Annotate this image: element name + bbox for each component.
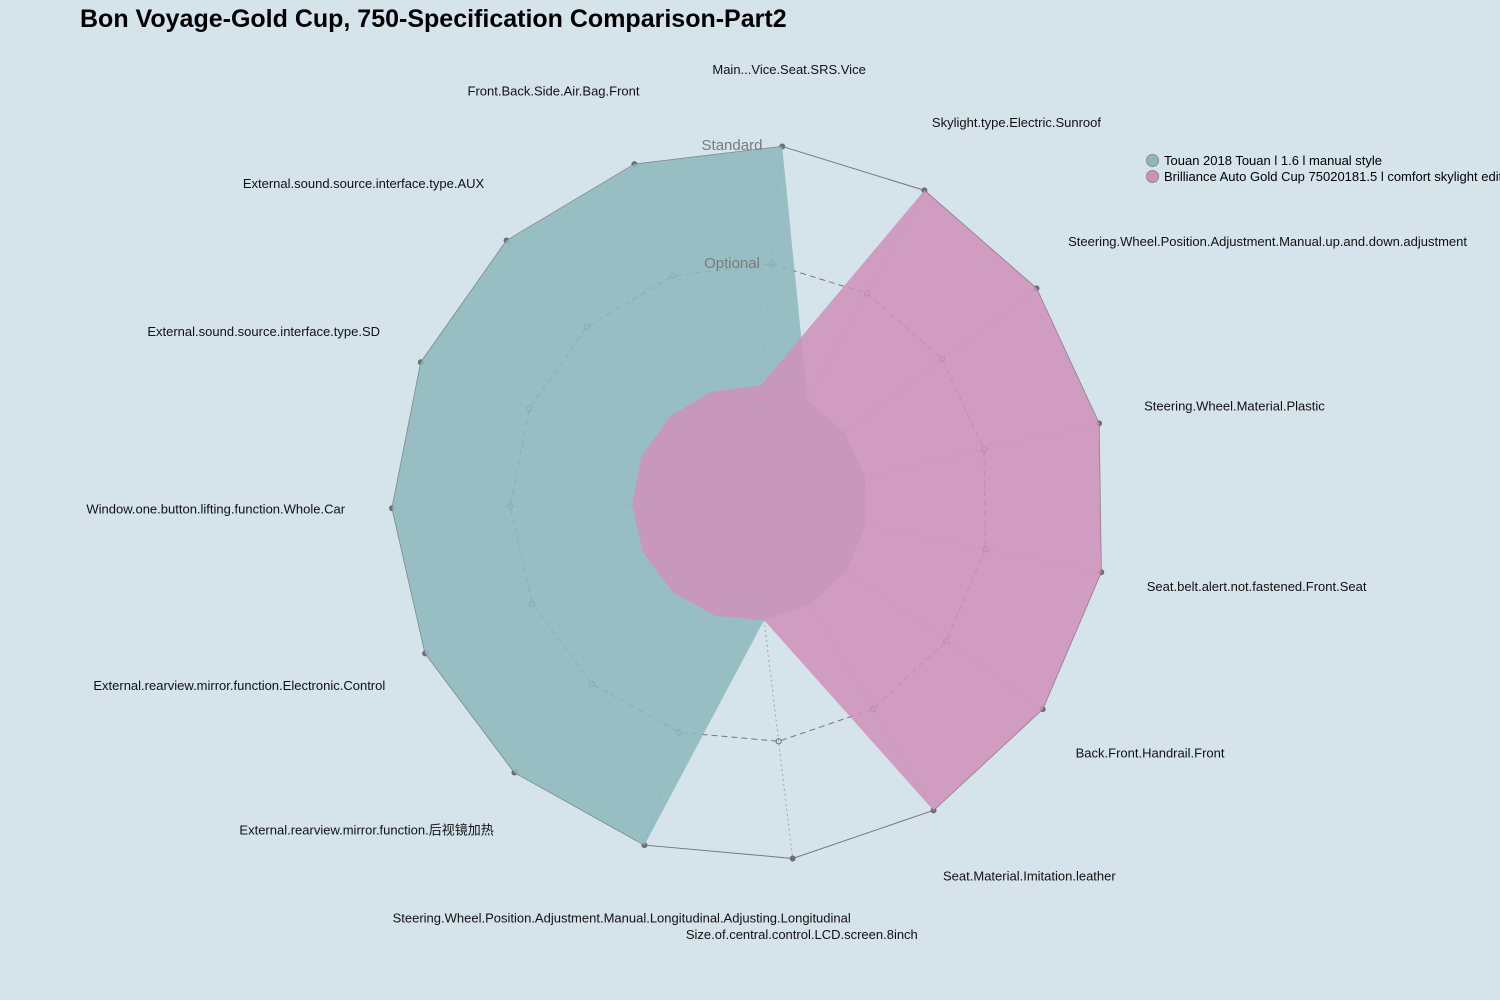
- axis-label: External.sound.source.interface.type.AUX: [243, 176, 485, 191]
- axis-label: External.sound.source.interface.type.SD: [147, 324, 380, 339]
- radar-series: [392, 146, 1102, 846]
- axis-label: Steering.Wheel.Material.Plastic: [1144, 398, 1325, 413]
- axis-label: Steering.Wheel.Position.Adjustment.Manua…: [1068, 234, 1467, 249]
- axis-label: Seat.belt.alert.not.fastened.Front.Seat: [1147, 579, 1367, 594]
- grid-ring-standard: [391, 145, 1102, 859]
- axis-label: Back.Front.Handrail.Front: [1076, 745, 1225, 760]
- axis-label: Size.of.central.control.LCD.screen.8inch: [686, 927, 918, 942]
- level-label-optional: Optional: [704, 255, 760, 272]
- chart-title: Bon Voyage-Gold Cup, 750-Specification C…: [80, 5, 787, 33]
- legend: Touan 2018 Touan l 1.6 l manual style Bri…: [1146, 152, 1500, 184]
- grid-vertex-outer: [789, 855, 796, 862]
- legend-label: Brilliance Auto Gold Cup 75020181.5 l co…: [1164, 168, 1500, 184]
- axis-label: External.rearview.mirror.function.后视镜加热: [239, 823, 493, 838]
- axis-label: Main...Vice.Seat.SRS.Vice: [712, 62, 865, 77]
- legend-label: Touan 2018 Touan l 1.6 l manual style: [1164, 152, 1383, 168]
- series-area-0: [392, 146, 866, 846]
- grid-vertex-mid: [775, 738, 782, 745]
- level-label-standard: Standard: [702, 137, 763, 154]
- axis-label: Front.Back.Side.Air.Bag.Front: [468, 83, 640, 98]
- legend-item: Touan 2018 Touan l 1.6 l manual style: [1146, 152, 1500, 168]
- axis-label: Skylight.type.Electric.Sunroof: [932, 115, 1101, 130]
- radar-spoke: [763, 620, 794, 859]
- legend-swatch: [1146, 169, 1159, 183]
- legend-swatch: [1146, 153, 1159, 167]
- axis-label: External.rearview.mirror.function.Electr…: [93, 678, 385, 693]
- axis-label: Steering.Wheel.Position.Adjustment.Manua…: [393, 911, 851, 926]
- axis-label: Window.one.button.lifting.function.Whole…: [86, 501, 345, 516]
- axis-label: Seat.Material.Imitation.leather: [943, 868, 1116, 883]
- radar-axis-labels: Optional Standard Main...Vice.Seat.SRS.Vic…: [86, 62, 1467, 942]
- series-area-1: [632, 190, 1102, 811]
- legend-item: Brilliance Auto Gold Cup 75020181.5 l co…: [1146, 168, 1500, 184]
